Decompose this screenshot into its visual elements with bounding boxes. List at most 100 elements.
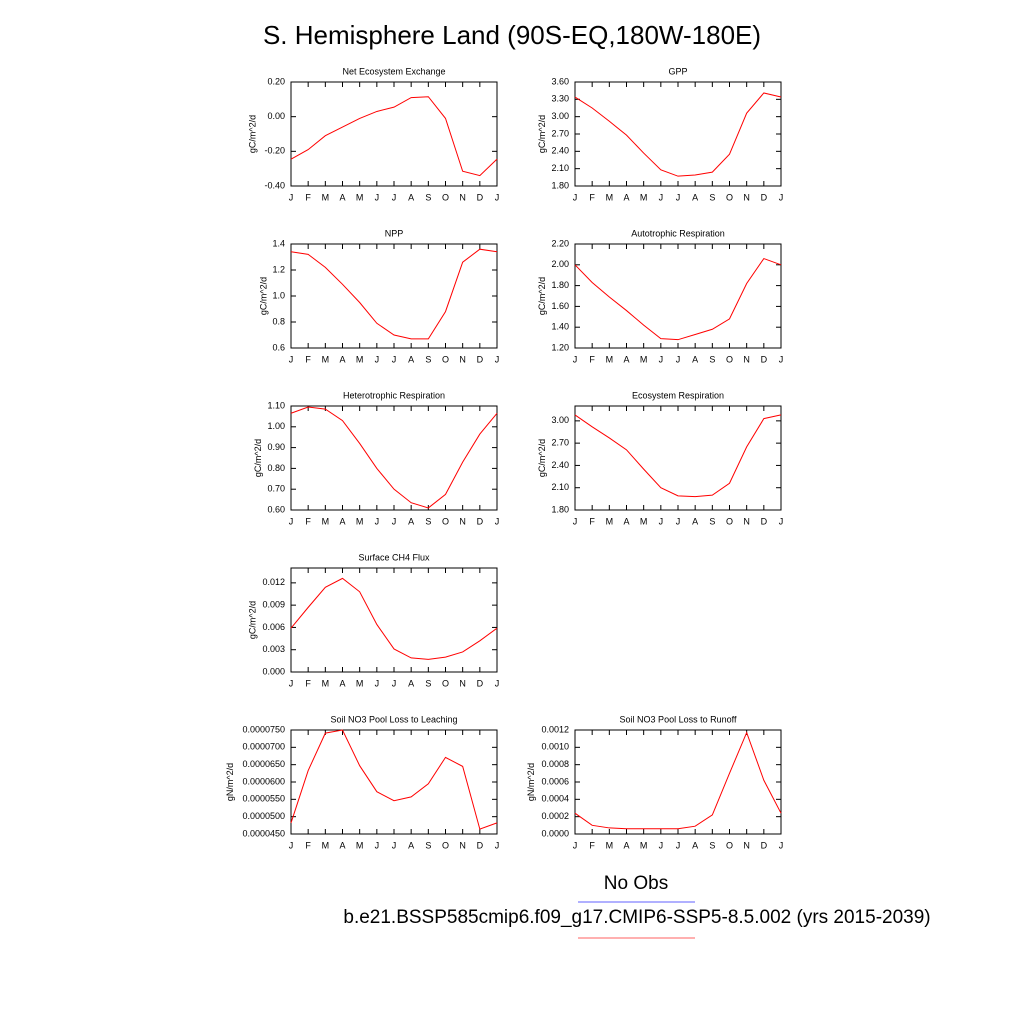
x-tick-label: J [676, 516, 681, 526]
x-tick-label: O [726, 192, 733, 202]
plot-frame [574, 243, 782, 349]
x-tick-label: M [356, 678, 364, 688]
x-tick-label: J [659, 192, 664, 202]
x-tick-label: F [305, 678, 311, 688]
x-tick-label: A [408, 840, 414, 850]
y-tick-label: 1.80 [551, 180, 569, 190]
x-tick-label: N [743, 192, 750, 202]
x-tick-label: N [459, 516, 466, 526]
x-tick-label: A [692, 354, 698, 364]
y-tick-label: 0.0010 [541, 742, 569, 752]
y-tick-label: 0.0002 [541, 811, 569, 821]
legend-label: b.e21.BSSP585cmip6.f09_g17.CMIP6-SSP5-8.… [343, 907, 930, 928]
y-tick-label: 1.80 [551, 504, 569, 514]
panel-title: GPP [668, 66, 687, 76]
x-tick-label: D [761, 192, 768, 202]
x-tick-label: F [589, 192, 595, 202]
y-tick-label: 0.0008 [541, 759, 569, 769]
plot-frame [290, 729, 498, 835]
x-tick-label: N [459, 192, 466, 202]
x-tick-label: A [339, 678, 345, 688]
x-tick-label: J [375, 678, 380, 688]
x-tick-label: J [676, 840, 681, 850]
y-tick-label: 0.0000600 [242, 776, 285, 786]
x-tick-label: J [392, 192, 397, 202]
x-tick-label: J [495, 354, 500, 364]
plot-frame [290, 81, 498, 187]
y-tick-label: 2.20 [551, 238, 569, 248]
x-tick-label: J [375, 516, 380, 526]
y-axis-label: gC/m^2/d [537, 115, 547, 153]
x-tick-label: J [659, 516, 664, 526]
x-tick-label: D [761, 516, 768, 526]
x-tick-label: O [442, 840, 449, 850]
x-tick-label: A [692, 840, 698, 850]
y-tick-label: 0.00 [267, 111, 285, 121]
x-tick-label: O [726, 516, 733, 526]
x-tick-label: M [606, 354, 614, 364]
x-tick-label: F [589, 840, 595, 850]
y-tick-label: 0.003 [262, 644, 285, 654]
x-tick-label: M [356, 840, 364, 850]
x-tick-label: J [392, 678, 397, 688]
x-tick-label: J [392, 354, 397, 364]
y-tick-label: 0.000 [262, 666, 285, 676]
y-tick-label: 1.0 [272, 290, 285, 300]
x-tick-label: F [305, 840, 311, 850]
y-tick-label: 0.0000500 [242, 811, 285, 821]
y-tick-label: 1.10 [267, 400, 285, 410]
x-tick-label: S [425, 840, 431, 850]
x-tick-label: F [589, 516, 595, 526]
data-line [574, 257, 782, 341]
x-tick-label: J [495, 192, 500, 202]
x-tick-label: J [573, 192, 578, 202]
y-tick-label: 3.30 [551, 94, 569, 104]
x-tick-label: A [623, 840, 629, 850]
x-tick-label: J [779, 516, 784, 526]
y-tick-label: 0.0000700 [242, 742, 285, 752]
x-tick-label: J [375, 354, 380, 364]
y-tick-label: -0.20 [264, 146, 285, 156]
panel-title: Surface CH4 Flux [358, 552, 430, 562]
x-tick-label: S [709, 516, 715, 526]
x-tick-label: M [640, 192, 648, 202]
x-tick-label: D [761, 840, 768, 850]
x-tick-label: D [477, 516, 484, 526]
x-tick-label: M [640, 516, 648, 526]
x-tick-label: M [322, 192, 330, 202]
y-tick-label: 1.40 [551, 322, 569, 332]
x-tick-label: D [761, 354, 768, 364]
x-tick-label: J [495, 678, 500, 688]
x-tick-label: J [289, 354, 294, 364]
y-tick-label: 0.80 [267, 463, 285, 473]
x-tick-label: J [779, 192, 784, 202]
panel-title: Soil NO3 Pool Loss to Leaching [330, 714, 457, 724]
x-tick-label: J [676, 354, 681, 364]
x-tick-label: M [640, 354, 648, 364]
y-tick-label: 0.0000450 [242, 828, 285, 838]
y-tick-label: 0.0000750 [242, 724, 285, 734]
y-tick-label: 0.90 [267, 442, 285, 452]
panel-title: Heterotrophic Respiration [343, 390, 445, 400]
y-tick-label: 1.20 [551, 342, 569, 352]
x-tick-label: J [659, 354, 664, 364]
plot-frame [290, 405, 498, 511]
x-tick-label: J [573, 516, 578, 526]
y-tick-label: 3.00 [551, 415, 569, 425]
data-line [574, 414, 782, 498]
x-tick-label: O [442, 678, 449, 688]
x-tick-label: D [477, 840, 484, 850]
y-tick-label: 0.60 [267, 504, 285, 514]
x-tick-label: N [459, 678, 466, 688]
y-tick-label: 2.00 [551, 259, 569, 269]
x-tick-label: A [339, 354, 345, 364]
x-tick-label: M [322, 354, 330, 364]
x-tick-label: F [305, 354, 311, 364]
y-tick-label: 0.006 [262, 622, 285, 632]
panel-title: NPP [385, 228, 404, 238]
x-tick-label: N [743, 840, 750, 850]
x-tick-label: J [779, 354, 784, 364]
x-tick-label: M [606, 516, 614, 526]
y-tick-label: 2.70 [551, 128, 569, 138]
y-tick-label: 1.2 [272, 264, 285, 274]
